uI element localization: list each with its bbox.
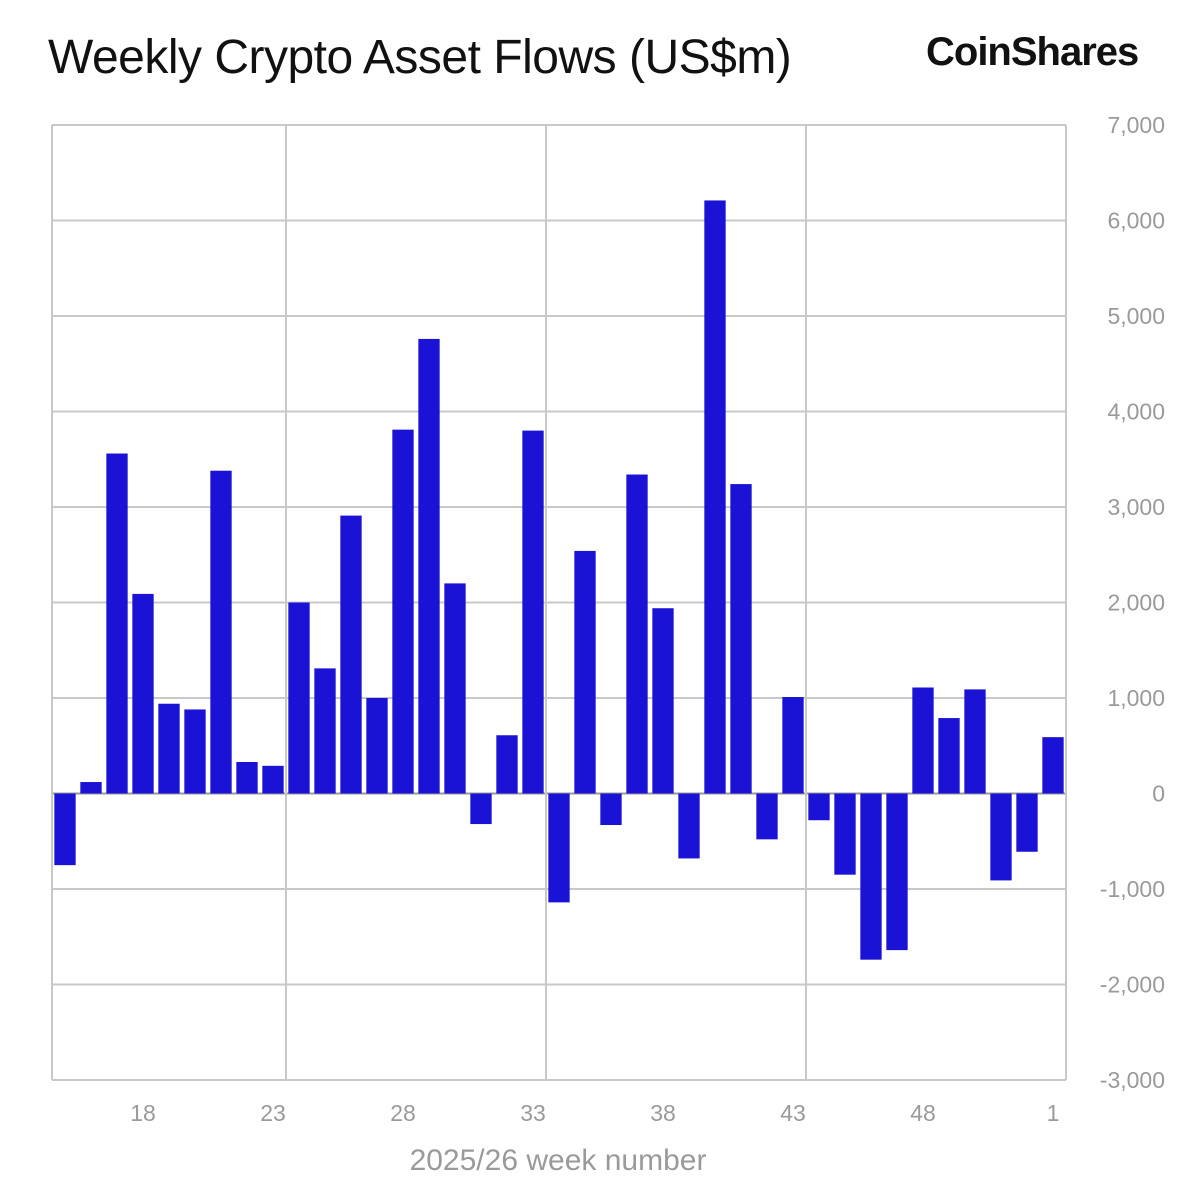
bar-week-45 bbox=[834, 793, 856, 875]
y-tick-label: 5,000 bbox=[1107, 303, 1165, 329]
bar-week-22 bbox=[236, 761, 258, 794]
bar-week-25 bbox=[314, 668, 336, 794]
bar-week-52 bbox=[1016, 793, 1038, 852]
bar-week-26 bbox=[340, 515, 362, 794]
bar-week-23 bbox=[262, 765, 284, 794]
bar-week-20 bbox=[184, 709, 206, 794]
bar-week-28 bbox=[392, 429, 414, 794]
bar-week-15 bbox=[54, 793, 76, 866]
y-tick-label: 0 bbox=[1152, 781, 1165, 807]
bar-week-39 bbox=[678, 793, 700, 859]
bar-week-40 bbox=[704, 200, 726, 794]
x-tick-label: 1 bbox=[1047, 1100, 1060, 1126]
bar-week-49 bbox=[938, 718, 960, 794]
x-tick-label: 28 bbox=[390, 1100, 416, 1126]
x-tick-label: 38 bbox=[650, 1100, 676, 1126]
x-tick-label: 18 bbox=[130, 1100, 156, 1126]
bar-week-43 bbox=[782, 697, 804, 794]
bar-week-51 bbox=[990, 793, 1012, 881]
bar-week-18 bbox=[132, 593, 154, 794]
bar-week-48 bbox=[912, 687, 934, 794]
bar-week-21 bbox=[210, 470, 232, 794]
bar-week-46 bbox=[860, 793, 882, 960]
grid-lines bbox=[51, 124, 1067, 1081]
bar-week-1 bbox=[1042, 737, 1064, 794]
x-tick-label: 23 bbox=[260, 1100, 286, 1126]
chart-title: Weekly Crypto Asset Flows (US$m) bbox=[48, 31, 792, 84]
bar-week-38 bbox=[652, 608, 674, 794]
bar-week-32 bbox=[496, 735, 518, 794]
y-axis-ticks: 7,000 6,000 5,000 4,000 3,000 2,000 1,000 0 -1,0… bbox=[1100, 112, 1165, 1093]
x-tick-label: 33 bbox=[520, 1100, 546, 1126]
x-tick-label: 43 bbox=[780, 1100, 806, 1126]
y-tick-label: 6,000 bbox=[1107, 208, 1165, 234]
bar-week-31 bbox=[470, 793, 492, 825]
bar-week-50 bbox=[964, 689, 986, 794]
y-tick-label: 4,000 bbox=[1107, 399, 1165, 425]
brand-logo: CoinShares bbox=[926, 30, 1139, 74]
y-tick-label: -2,000 bbox=[1100, 972, 1165, 998]
bar-week-33 bbox=[522, 430, 544, 794]
y-tick-label: -3,000 bbox=[1100, 1067, 1165, 1093]
bar-week-19 bbox=[158, 703, 180, 794]
bar-week-42 bbox=[756, 793, 778, 840]
bar-week-36 bbox=[600, 793, 622, 826]
y-tick-label: 7,000 bbox=[1107, 112, 1165, 138]
bar-week-24 bbox=[288, 602, 310, 794]
x-tick-label: 48 bbox=[910, 1100, 936, 1126]
bar-week-37 bbox=[626, 474, 648, 794]
bar-week-44 bbox=[808, 793, 830, 821]
bar-week-30 bbox=[444, 583, 466, 794]
bar-week-34 bbox=[548, 793, 570, 903]
bar-week-16 bbox=[80, 782, 102, 794]
y-tick-label: 1,000 bbox=[1107, 685, 1165, 711]
bar-week-35 bbox=[574, 550, 596, 794]
y-tick-label: 2,000 bbox=[1107, 590, 1165, 616]
x-axis-label: 2025/26 week number bbox=[410, 1144, 707, 1177]
bar-week-29 bbox=[418, 338, 440, 794]
bar-week-41 bbox=[730, 484, 752, 794]
bar-week-47 bbox=[886, 793, 908, 951]
bars bbox=[54, 200, 1064, 960]
y-tick-label: 3,000 bbox=[1107, 494, 1165, 520]
bar-week-17 bbox=[106, 453, 128, 794]
x-axis-ticks: 18 23 28 33 38 43 48 1 bbox=[130, 1100, 1059, 1126]
y-tick-label: -1,000 bbox=[1100, 876, 1165, 902]
bar-week-27 bbox=[366, 698, 388, 794]
